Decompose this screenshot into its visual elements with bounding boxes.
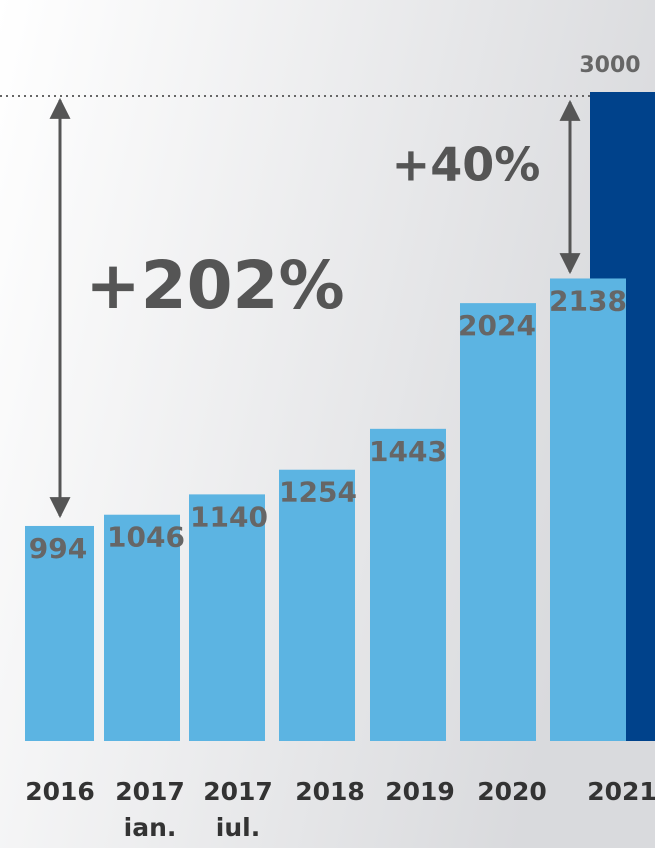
bar (189, 494, 265, 741)
x-tick-label: 2016 (25, 777, 95, 806)
x-tick-sublabel: ian. (124, 813, 177, 842)
bar (550, 278, 626, 741)
x-tick-label: 2017 (115, 777, 185, 806)
bar (104, 514, 180, 741)
bar (25, 525, 94, 741)
value-label: 1443 (369, 435, 447, 468)
bar (279, 469, 355, 741)
value-label: 3000 (579, 53, 640, 78)
bar (460, 303, 536, 741)
value-label: 1140 (190, 500, 268, 533)
x-tick-sublabel: iul. (216, 813, 260, 842)
x-tick-label: 2021 (587, 777, 655, 806)
bar (370, 428, 446, 741)
x-tick-label: 2018 (295, 777, 365, 806)
value-label: 994 (29, 532, 87, 565)
annotation: +202% (85, 247, 344, 324)
x-tick-label: 2019 (385, 777, 455, 806)
x-tick-label: 2020 (477, 777, 547, 806)
x-tick-label: 2017 (203, 777, 273, 806)
annotation: +40% (392, 138, 541, 192)
value-label: 1046 (107, 521, 185, 554)
value-label: 2024 (458, 309, 536, 342)
value-label: 1254 (279, 476, 357, 509)
value-label: 2138 (549, 284, 627, 317)
